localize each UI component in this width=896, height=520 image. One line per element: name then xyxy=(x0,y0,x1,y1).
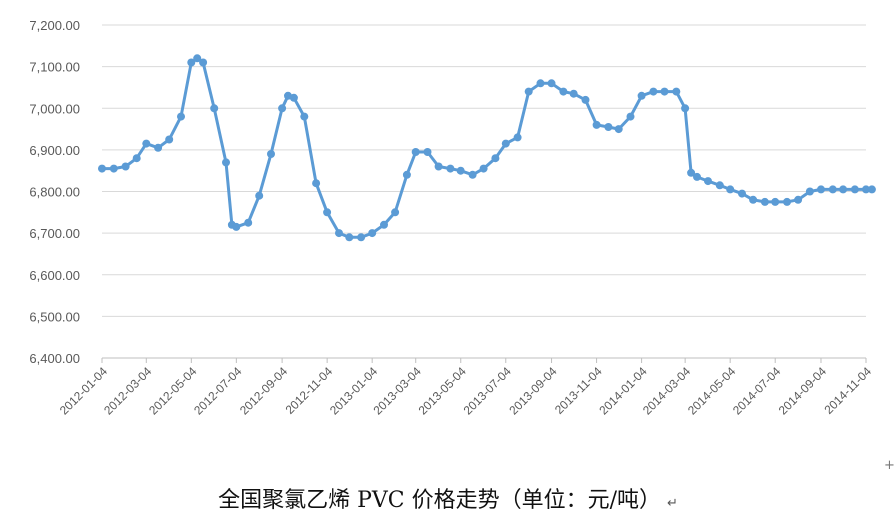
data-point xyxy=(760,197,769,206)
chart-caption: 全国聚氯乙烯 PVC 价格走势（单位：元/吨） ↵ xyxy=(0,482,896,514)
data-point xyxy=(592,120,601,129)
data-point xyxy=(867,185,876,194)
y-tick-label: 6,800.00 xyxy=(29,185,80,200)
data-point xyxy=(862,185,870,194)
data-point xyxy=(121,162,130,171)
data-point xyxy=(193,54,202,63)
data-point xyxy=(267,150,275,158)
data-point xyxy=(368,229,377,238)
data-point xyxy=(817,185,825,194)
data-point xyxy=(357,233,366,242)
data-point xyxy=(142,139,151,148)
data-point xyxy=(524,87,533,96)
y-tick-label: 6,500.00 xyxy=(29,309,80,324)
data-point xyxy=(559,87,568,96)
data-point xyxy=(726,185,735,194)
caption-text: 全国聚氯乙烯 PVC 价格走势（单位：元/吨） xyxy=(218,488,662,513)
data-point xyxy=(446,164,455,173)
x-tick-label: 2014-07-04 xyxy=(730,364,784,418)
data-point xyxy=(391,208,400,217)
data-point xyxy=(244,218,253,227)
data-point xyxy=(177,112,185,121)
data-point xyxy=(98,164,106,173)
corner-mark: + xyxy=(884,458,895,473)
data-point xyxy=(513,133,522,142)
data-point xyxy=(109,164,118,173)
data-point xyxy=(154,143,163,152)
series-line xyxy=(102,56,872,239)
data-point xyxy=(255,191,264,200)
y-tick-label: 7,100.00 xyxy=(29,60,80,75)
data-point xyxy=(581,95,590,104)
data-point xyxy=(614,125,623,134)
data-point xyxy=(794,195,803,204)
data-point xyxy=(187,58,196,67)
x-tick-label: 2013-09-04 xyxy=(506,364,560,418)
x-tick-label: 2012-09-04 xyxy=(237,364,291,418)
data-point xyxy=(165,135,174,144)
data-point xyxy=(660,87,669,96)
data-point xyxy=(771,197,780,206)
data-point xyxy=(649,87,658,96)
data-point xyxy=(335,229,343,238)
data-point xyxy=(626,112,635,121)
data-point xyxy=(232,222,241,231)
data-point xyxy=(491,154,500,163)
data-point xyxy=(423,148,432,156)
data-point xyxy=(828,185,837,194)
x-tick-label: 2012-07-04 xyxy=(191,364,245,418)
data-point xyxy=(783,197,791,206)
data-point xyxy=(569,89,578,98)
y-tick-label: 7,200.00 xyxy=(29,18,80,33)
data-point xyxy=(402,170,411,179)
y-tick-label: 7,000.00 xyxy=(29,101,80,116)
line-chart: 6,400.00 6,500.00 6,600.00 6,700.00 6,800.00… xyxy=(29,18,876,418)
data-point xyxy=(687,168,696,177)
data-point xyxy=(300,112,309,121)
return-mark: ↵ xyxy=(667,496,678,511)
data-point xyxy=(199,58,208,67)
data-point xyxy=(547,79,556,88)
y-tick-label: 6,600.00 xyxy=(29,268,80,283)
x-tick-label: 2014-09-04 xyxy=(776,364,830,418)
data-point xyxy=(456,166,465,175)
data-point xyxy=(312,179,321,188)
data-point xyxy=(222,158,230,167)
data-point xyxy=(749,195,758,204)
data-point xyxy=(380,220,388,229)
data-point xyxy=(278,104,287,113)
data-point xyxy=(536,79,545,88)
data-point xyxy=(604,123,613,131)
data-point xyxy=(839,185,848,194)
data-point xyxy=(637,91,646,100)
data-point xyxy=(850,185,859,194)
data-point xyxy=(289,93,298,102)
data-point xyxy=(411,148,420,156)
y-tick-label: 6,400.00 xyxy=(29,351,80,366)
data-point xyxy=(345,233,354,242)
y-tick-label: 6,900.00 xyxy=(29,143,80,158)
data-point xyxy=(468,170,477,179)
data-point xyxy=(132,154,141,163)
data-point xyxy=(210,104,219,113)
data-point xyxy=(479,164,488,173)
x-tick-label: 2014-11-04 xyxy=(821,364,874,417)
data-point xyxy=(501,139,510,148)
data-point xyxy=(805,187,814,196)
data-point xyxy=(693,172,701,181)
data-point xyxy=(681,104,690,113)
y-tick-label: 6,700.00 xyxy=(29,226,80,241)
data-point xyxy=(738,189,746,198)
data-point xyxy=(434,162,443,171)
x-tick-label: 2013-07-04 xyxy=(461,364,515,418)
data-point xyxy=(704,177,712,186)
data-point xyxy=(323,208,332,217)
data-point xyxy=(715,181,724,190)
data-point xyxy=(672,87,681,96)
